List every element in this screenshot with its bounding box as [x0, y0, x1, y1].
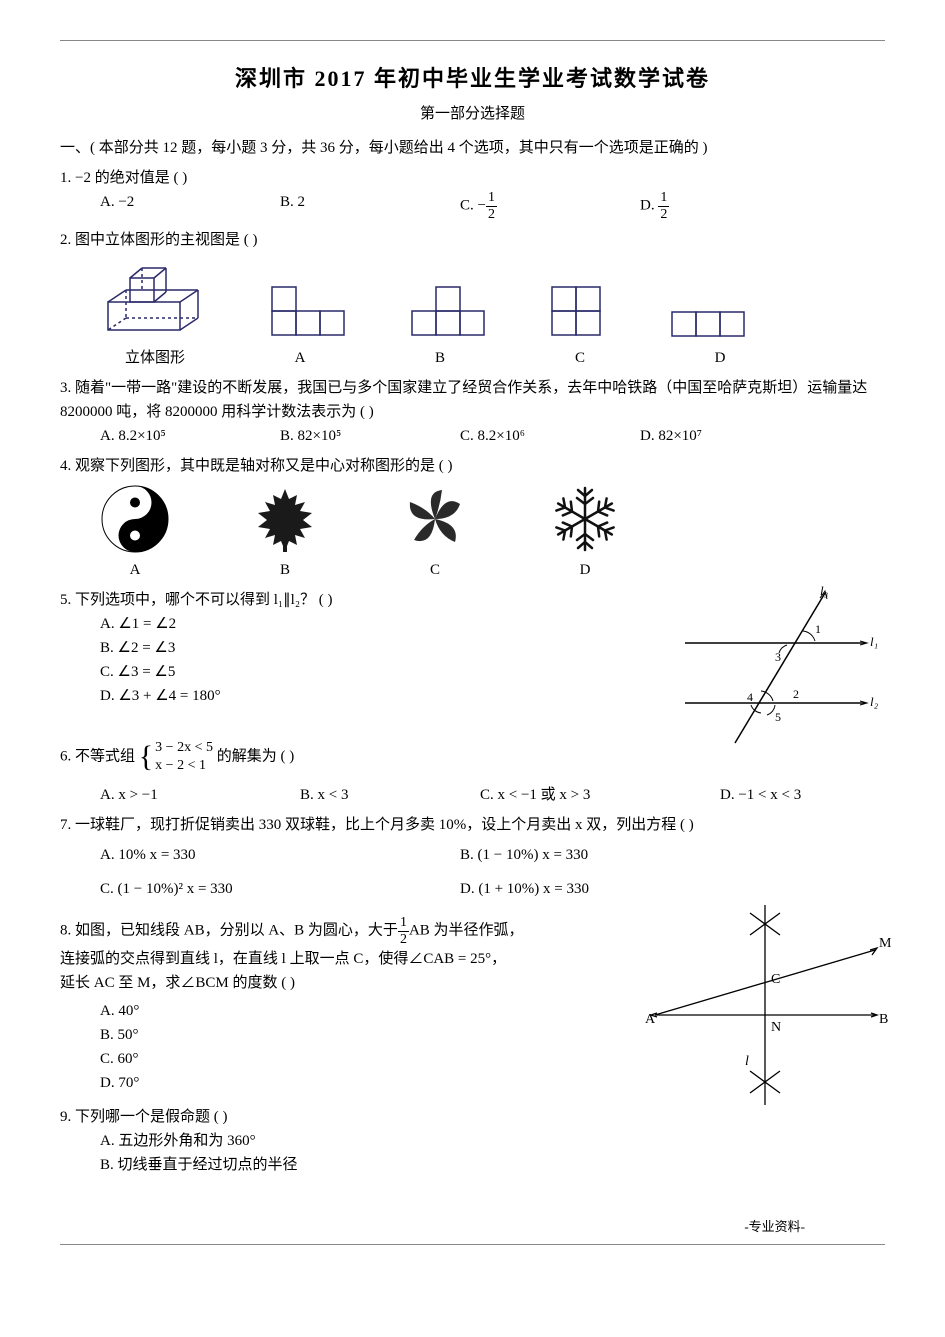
q4-label-b: B [250, 558, 320, 582]
question-2: 2. 图中立体图形的主视图是 ( ) [60, 228, 885, 370]
q9-opt-a: A. 五边形外角和为 360° [100, 1129, 885, 1153]
q2-opt-b-figure [410, 285, 490, 340]
q1-opt-d: D. 12 [640, 190, 820, 222]
q3-text: 3. 随着"一带一路"建设的不断发展，我国已与多个国家建立了经贸合作关系，去年中… [60, 376, 885, 424]
q3-opt-b: B. 82×10⁵ [280, 424, 460, 448]
q2-opt-d-figure [670, 310, 750, 340]
q8-opt-b: B. 50° [100, 1023, 460, 1047]
q5-diagram: l₃ l₁ l₂ 1 3 2 4 5 [675, 583, 885, 753]
q2-text: 2. 图中立体图形的主视图是 ( ) [60, 228, 885, 252]
page-footer: -专业资料- [60, 1217, 885, 1245]
question-3: 3. 随着"一带一路"建设的不断发展，我国已与多个国家建立了经贸合作关系，去年中… [60, 376, 885, 448]
svg-text:l₁: l₁ [870, 634, 878, 649]
svg-text:l₃: l₃ [820, 583, 828, 598]
header-rule [60, 40, 885, 41]
q8-opt-d: D. 70° [100, 1071, 460, 1095]
q2-opt-a-figure [270, 285, 350, 340]
svg-text:l: l [745, 1054, 749, 1069]
q4-snowflake-icon [550, 484, 620, 554]
q6-opt-d: D. −1 < x < 3 [720, 783, 801, 807]
q6-opt-b: B. x < 3 [300, 783, 440, 807]
q6-opt-c: C. x < −1 或 x > 3 [480, 783, 680, 807]
q2-label-solid: 立体图形 [100, 346, 210, 370]
svg-text:C: C [771, 972, 780, 987]
footer-text: -专业资料- [60, 1217, 885, 1238]
svg-text:A: A [645, 1012, 656, 1027]
q4-yin-yang-icon [100, 484, 170, 554]
svg-text:5: 5 [775, 710, 781, 724]
q1-opt-b: B. 2 [280, 190, 460, 222]
question-4: 4. 观察下列图形，其中既是轴对称又是中心对称图形的是 ( ) [60, 454, 885, 582]
q8-opt-a: A. 40° [100, 999, 380, 1023]
q4-label-c: C [400, 558, 470, 582]
q2-label-d: D [690, 346, 750, 370]
q1-options: A. −2 B. 2 C. −12 D. 12 [100, 190, 885, 222]
q2-label-c: C [550, 346, 610, 370]
question-1: 1. −2 的绝对值是 ( ) A. −2 B. 2 C. −12 D. 12 [60, 166, 885, 222]
svg-text:1: 1 [815, 622, 821, 636]
q2-solid-figure [100, 260, 210, 340]
q2-opt-c-figure [550, 285, 610, 340]
section-intro: 一、( 本部分共 12 题，每小题 3 分，共 36 分，每小题给出 4 个选项… [60, 136, 885, 160]
q3-opt-c: C. 8.2×10⁶ [460, 424, 640, 448]
q4-bauhinia-icon [400, 484, 470, 554]
q2-label-b: B [410, 346, 470, 370]
q1-text: 1. −2 的绝对值是 ( ) [60, 166, 885, 190]
q4-label-d: D [550, 558, 620, 582]
q8-line2: 连接弧的交点得到直线 l，在直线 l 上取一点 C，使得∠CAB = 25°， [60, 947, 620, 971]
q8-opt-c: C. 60° [100, 1047, 380, 1071]
svg-text:3: 3 [775, 650, 781, 664]
svg-text:N: N [771, 1020, 781, 1035]
svg-text:M: M [879, 936, 892, 951]
question-7: 7. 一球鞋厂，现打折促销卖出 330 双球鞋，比上个月多卖 10%，设上个月卖… [60, 813, 885, 901]
footer-rule [60, 1244, 885, 1245]
q1-opt-a: A. −2 [100, 190, 280, 222]
q7-text: 7. 一球鞋厂，现打折促销卖出 330 双球鞋，比上个月多卖 10%，设上个月卖… [60, 813, 885, 837]
q3-opt-d: D. 82×10⁷ [640, 424, 820, 448]
q7-opt-a: A. 10% x = 330 [100, 843, 460, 867]
q7-opt-b: B. (1 − 10%) x = 330 [460, 843, 820, 867]
q8-diagram: A B C M N l [635, 895, 895, 1115]
question-9: 9. 下列哪一个是假命题 ( ) A. 五边形外角和为 360° B. 切线垂直… [60, 1105, 885, 1177]
page-subtitle: 第一部分选择题 [60, 102, 885, 126]
question-8: 8. 如图，已知线段 AB，分别以 A、B 为圆心，大于12AB 为半径作弧， … [60, 915, 885, 1095]
q3-opt-a: A. 8.2×10⁵ [100, 424, 280, 448]
svg-text:B: B [879, 1012, 888, 1027]
q1-opt-c: C. −12 [460, 190, 640, 222]
q6-opt-a: A. x > −1 [100, 783, 260, 807]
q8-line1: 8. 如图，已知线段 AB，分别以 A、B 为圆心，大于12AB 为半径作弧， [60, 915, 620, 947]
svg-text:4: 4 [747, 690, 753, 704]
q8-line3: 延长 AC 至 M，求∠BCM 的度数 ( ) [60, 971, 620, 995]
page-title: 深圳市 2017 年初中毕业生学业考试数学试卷 [60, 61, 885, 96]
svg-text:2: 2 [793, 687, 799, 701]
q4-text: 4. 观察下列图形，其中既是轴对称又是中心对称图形的是 ( ) [60, 454, 885, 478]
svg-text:l₂: l₂ [870, 694, 879, 709]
q4-maple-leaf-icon [250, 484, 320, 554]
q4-label-a: A [100, 558, 170, 582]
q7-opt-c: C. (1 − 10%)² x = 330 [100, 877, 460, 901]
question-5: 5. 下列选项中，哪个不可以得到 l₁∥l₂？ ( ) A. ∠1 = ∠2 B… [60, 588, 885, 733]
q2-label-a: A [270, 346, 330, 370]
q9-opt-b: B. 切线垂直于经过切点的半径 [100, 1153, 885, 1177]
